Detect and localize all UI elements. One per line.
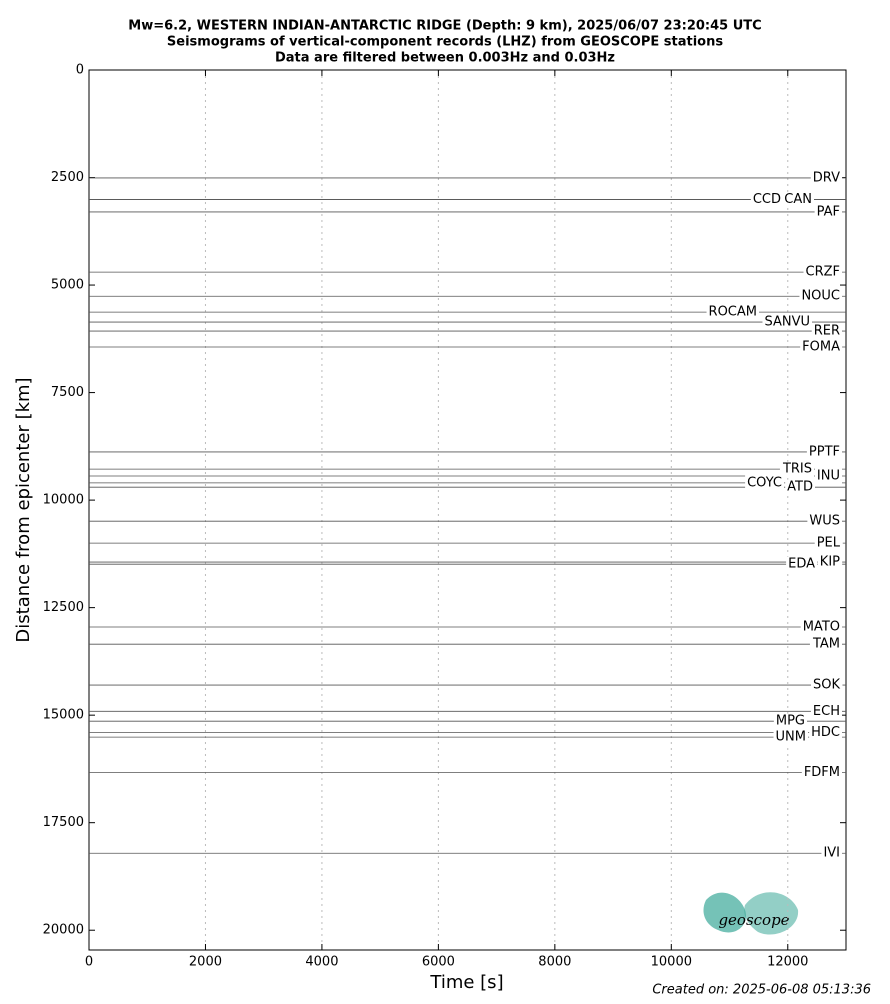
x-tick-label: 2000 xyxy=(189,955,222,970)
label-background xyxy=(807,513,842,529)
label-background xyxy=(785,479,815,495)
label-background xyxy=(803,264,842,280)
chart-title: Seismograms of vertical-component record… xyxy=(167,35,723,50)
station-label: HDC xyxy=(811,725,840,740)
plot-frame xyxy=(88,69,847,951)
logo-text: geoscope xyxy=(718,911,789,929)
station-label: MATO xyxy=(803,619,840,634)
station-label: EDA xyxy=(788,557,815,572)
chart-title: Mw=6.2, WESTERN INDIAN-ANTARCTIC RIDGE (… xyxy=(128,19,761,34)
station-label: IVI xyxy=(823,846,840,861)
station-label: CAN xyxy=(784,192,812,207)
x-tick-label: 6000 xyxy=(422,955,455,970)
label-background xyxy=(806,444,842,460)
label-background xyxy=(782,191,814,207)
station-label: DRV xyxy=(813,170,840,185)
station-label: MPG xyxy=(776,714,805,729)
label-background xyxy=(809,636,842,652)
label-background xyxy=(750,191,783,207)
station-label: SOK xyxy=(813,678,840,693)
station-label: PPTF xyxy=(809,444,840,459)
station-label: INU xyxy=(817,469,840,484)
y-tick-label: 20000 xyxy=(43,923,84,938)
y-tick-label: 12500 xyxy=(43,600,84,615)
x-tick-label: 10000 xyxy=(651,955,692,970)
station-label: KIP xyxy=(820,555,840,570)
station-label: PAF xyxy=(817,204,840,219)
y-tick-label: 17500 xyxy=(43,815,84,830)
label-background xyxy=(745,475,784,491)
station-label: UNM xyxy=(776,730,806,745)
label-background xyxy=(801,764,842,780)
label-background xyxy=(773,729,808,745)
x-tick-label: 0 xyxy=(85,955,93,970)
x-tick-label: 8000 xyxy=(538,955,571,970)
station-label: WUS xyxy=(809,514,840,529)
x-tick-label: 4000 xyxy=(305,955,338,970)
station-label: ATD xyxy=(787,480,813,495)
label-background xyxy=(773,713,807,729)
label-background xyxy=(821,845,842,861)
y-tick-label: 5000 xyxy=(51,278,84,293)
label-background xyxy=(811,323,842,339)
station-label: TRIS xyxy=(782,462,812,477)
logo: geoscope xyxy=(703,892,799,935)
y-tick-label: 7500 xyxy=(51,385,84,400)
station-label: CRZF xyxy=(806,265,841,280)
label-background xyxy=(814,204,842,220)
label-background xyxy=(762,314,812,330)
station-label: ECH xyxy=(813,704,840,719)
station-label: TAM xyxy=(812,637,840,652)
label-background xyxy=(800,619,842,635)
station-label: RER xyxy=(814,324,840,339)
label-background xyxy=(810,677,843,693)
titles: Mw=6.2, WESTERN INDIAN-ANTARCTIC RIDGE (… xyxy=(128,19,761,66)
y-tick-label: 2500 xyxy=(51,170,84,185)
footer: Created on: 2025-06-08 05:13:36 xyxy=(652,983,871,998)
station-label: NOUC xyxy=(801,289,840,304)
y-tick-label: 10000 xyxy=(43,493,84,508)
label-background xyxy=(809,724,842,740)
chart-title: Data are filtered between 0.003Hz and 0.… xyxy=(275,51,615,66)
station-label: CCD xyxy=(753,192,781,207)
label-background xyxy=(799,288,842,304)
station-label: ROCAM xyxy=(709,305,757,320)
y-axis-label: Distance from epicenter [km] xyxy=(13,377,34,642)
x-axis-label: Time [s] xyxy=(429,972,503,993)
station-label: PEL xyxy=(817,536,841,551)
station-label: FOMA xyxy=(802,339,840,354)
x-tick-label: 12000 xyxy=(767,955,808,970)
logo-shape xyxy=(703,892,746,933)
logo-shape xyxy=(744,892,799,935)
label-background xyxy=(786,556,818,572)
y-tick-label: 0 xyxy=(76,63,84,78)
label-background xyxy=(810,170,843,186)
label-background xyxy=(706,304,759,320)
station-label: COYC xyxy=(747,475,782,490)
label-background xyxy=(814,535,843,551)
label-background xyxy=(800,339,843,355)
label-background xyxy=(814,468,842,484)
label-background xyxy=(810,703,842,719)
y-tick-label: 15000 xyxy=(43,708,84,723)
label-background xyxy=(817,554,843,570)
station-label: SANVU xyxy=(764,315,810,330)
station-label: FDFM xyxy=(804,765,840,780)
label-background xyxy=(779,461,814,477)
